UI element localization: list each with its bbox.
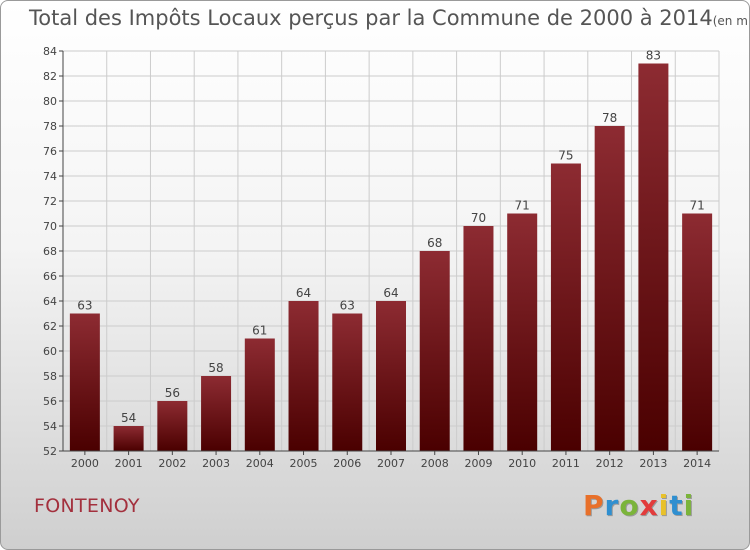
bar-2003 xyxy=(201,376,232,451)
proxiti-logo[interactable]: Proxiti xyxy=(583,489,694,522)
x-tick-label: 2013 xyxy=(639,457,667,470)
y-tick-label: 56 xyxy=(43,395,57,408)
y-tick-label: 76 xyxy=(43,145,57,158)
chart-title-text: Total des Impôts Locaux perçus par la Co… xyxy=(29,6,713,30)
x-tick-label: 2011 xyxy=(552,457,580,470)
value-label: 71 xyxy=(515,199,530,213)
value-label: 63 xyxy=(340,299,355,313)
value-label: 64 xyxy=(296,286,311,300)
bar-2009 xyxy=(463,226,494,451)
y-tick-label: 78 xyxy=(43,120,57,133)
bar-2013 xyxy=(638,63,669,451)
y-tick-label: 62 xyxy=(43,320,57,333)
y-tick-label: 52 xyxy=(43,445,57,458)
value-label: 61 xyxy=(252,324,267,338)
bar-2004 xyxy=(244,338,275,451)
brand-letter: t xyxy=(669,489,684,522)
bar-2008 xyxy=(419,251,450,451)
x-tick-label: 2000 xyxy=(71,457,99,470)
chart-unit: (en milliers d'€) xyxy=(712,14,750,28)
value-label: 56 xyxy=(165,386,180,400)
brand-letter: i xyxy=(683,489,695,522)
bar-2014 xyxy=(682,213,713,451)
chart-title: Total des Impôts Locaux perçus par la Co… xyxy=(29,6,750,30)
x-tick-label: 2005 xyxy=(290,457,318,470)
bar-2002 xyxy=(157,401,188,451)
bar-2000 xyxy=(69,313,100,451)
y-tick-label: 66 xyxy=(43,270,57,283)
bar-2012 xyxy=(594,126,625,451)
y-tick-label: 84 xyxy=(43,45,57,58)
y-tick-label: 58 xyxy=(43,370,57,383)
value-label: 70 xyxy=(471,211,486,225)
value-label: 83 xyxy=(646,49,661,63)
value-label: 63 xyxy=(77,299,92,313)
x-tick-label: 2002 xyxy=(158,457,186,470)
x-tick-label: 2003 xyxy=(202,457,230,470)
axes-layer: 52 54 56 58 60 62 64 66 68 70 72 74 76 78 80 82 84 2000 20… xyxy=(43,45,719,470)
value-labels-layer: 63 54 56 58 61 64 63 64 68 70 71 75 78 83 71 xyxy=(77,49,705,426)
x-tick-label: 2010 xyxy=(508,457,536,470)
x-tick-label: 2001 xyxy=(115,457,143,470)
value-label: 58 xyxy=(208,361,223,375)
bar-2007 xyxy=(376,301,406,451)
brand-letter: P xyxy=(583,489,605,522)
bar-2005 xyxy=(288,301,319,451)
x-tick-label: 2012 xyxy=(596,457,624,470)
brand-letter: o xyxy=(619,489,640,522)
value-label: 64 xyxy=(383,286,398,300)
value-label: 68 xyxy=(427,236,442,250)
commune-name: FONTENOY xyxy=(34,495,140,517)
y-tick-label: 82 xyxy=(43,70,57,83)
bar-2011 xyxy=(550,163,581,451)
bar-2001 xyxy=(113,426,144,451)
x-tick-label: 2004 xyxy=(246,457,274,470)
value-label: 54 xyxy=(121,411,136,425)
value-label: 78 xyxy=(602,111,617,125)
x-tick-label: 2007 xyxy=(377,457,405,470)
y-tick-label: 54 xyxy=(43,420,57,433)
brand-letter: i xyxy=(658,489,670,522)
x-tick-label: 2006 xyxy=(333,457,361,470)
y-tick-label: 80 xyxy=(43,95,57,108)
x-tick-label: 2014 xyxy=(683,457,711,470)
y-tick-label: 70 xyxy=(43,220,57,233)
bar-2010 xyxy=(507,213,538,451)
bars-layer xyxy=(69,63,713,451)
value-label: 71 xyxy=(689,199,704,213)
brand-letter: r xyxy=(604,489,620,522)
value-label: 75 xyxy=(558,149,573,163)
y-tick-label: 68 xyxy=(43,245,57,258)
brand-letter: x xyxy=(639,489,659,522)
y-tick-label: 64 xyxy=(43,295,57,308)
x-tick-label: 2009 xyxy=(464,457,492,470)
x-tick-label: 2008 xyxy=(421,457,449,470)
bar-2006 xyxy=(332,313,363,451)
y-tick-label: 74 xyxy=(43,170,57,183)
y-tick-label: 72 xyxy=(43,195,57,208)
y-tick-label: 60 xyxy=(43,345,57,358)
